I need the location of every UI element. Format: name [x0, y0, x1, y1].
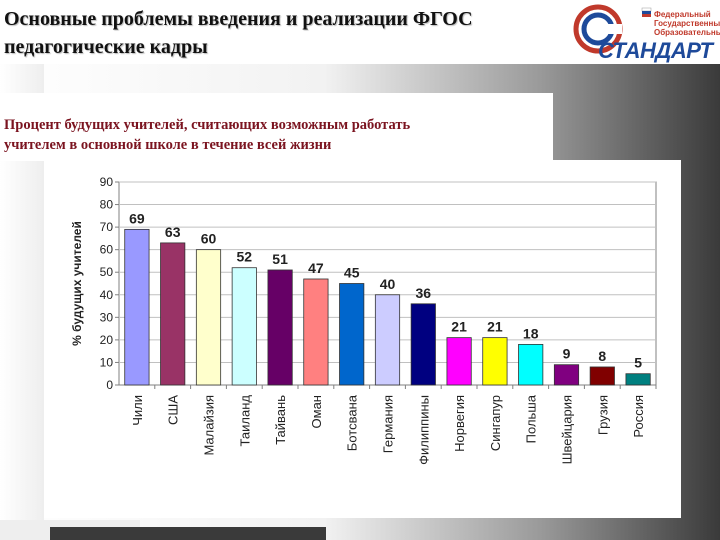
bar	[124, 228, 150, 386]
chart-panel: 0 10 20 30 40 50 60 70 80 90 % будущих учителей 69 Ч…	[44, 160, 681, 518]
fgos-logo: Федеральный Государственный Образователь…	[570, 2, 720, 64]
logo-line3: Образовательный	[654, 28, 720, 37]
data-label: 18	[523, 325, 539, 341]
logo-text: Федеральный Государственный Образователь…	[654, 10, 720, 37]
slide-title-line2: педагогические кадры	[4, 36, 208, 58]
y-tick-label: 90	[100, 175, 114, 189]
y-tick-label: 60	[100, 243, 114, 257]
bar	[231, 267, 257, 386]
fgos-emblem-icon	[573, 4, 652, 54]
data-label: 51	[272, 251, 288, 267]
data-label: 60	[201, 231, 217, 247]
category-label: Ботсвана	[345, 394, 360, 451]
y-tick-label: 10	[100, 355, 114, 369]
category-label: Норвегия	[452, 395, 467, 452]
bar	[303, 278, 329, 386]
background-bottom-bar	[50, 527, 326, 540]
data-label: 9	[563, 346, 571, 362]
y-tick-label: 80	[100, 198, 114, 212]
category-label: Таиланд	[237, 395, 252, 447]
bar	[589, 366, 615, 386]
category-label: Россия	[631, 395, 646, 438]
data-label: 45	[344, 265, 360, 281]
category-label: Польша	[524, 394, 539, 443]
data-label: 21	[487, 319, 503, 335]
slide-title-line1: Основные проблемы введения и реализации …	[4, 8, 473, 30]
category-label: США	[166, 395, 181, 425]
data-label: 8	[598, 348, 606, 364]
logo-word: СТАНДАРТ	[598, 38, 713, 63]
y-tick-label: 70	[100, 220, 114, 234]
category-label: Оман	[309, 395, 324, 428]
bar	[374, 294, 401, 386]
category-label: Швейцария	[560, 395, 575, 464]
logo-line2: Государственный	[654, 19, 720, 28]
category-label: Грузия	[595, 395, 610, 435]
bar	[339, 283, 365, 386]
data-label: 69	[129, 210, 145, 226]
y-tick-label: 50	[100, 265, 114, 279]
bar	[267, 269, 293, 386]
bar	[446, 337, 472, 386]
data-label: 52	[237, 249, 253, 265]
slide-title: Основные проблемы введения и реализации …	[4, 5, 574, 61]
bar	[195, 249, 222, 386]
chart-subtitle: Процент будущих учителей, считающих возм…	[4, 115, 549, 155]
y-tick-label: 0	[106, 378, 113, 392]
y-axis-label: % будущих учителей	[70, 221, 84, 346]
data-label: 5	[634, 355, 642, 371]
category-label: Малайзия	[202, 395, 217, 456]
chart-subtitle-line1: Процент будущих учителей, считающих возм…	[4, 117, 411, 133]
data-label: 40	[380, 276, 396, 292]
category-label: Тайвань	[273, 395, 288, 445]
data-label: 36	[416, 285, 432, 301]
bar	[482, 337, 508, 386]
bar	[410, 303, 436, 386]
bar	[553, 364, 580, 386]
y-tick-label: 30	[100, 310, 114, 324]
bar	[160, 242, 186, 386]
category-label: Сингапур	[488, 395, 503, 451]
category-label: Чили	[130, 395, 145, 426]
data-label: 63	[165, 224, 181, 240]
bar	[625, 373, 651, 386]
chart-subtitle-line2: учителем в основной школе в течение всей…	[4, 137, 332, 153]
category-label: Германия	[381, 395, 396, 453]
y-tick-label: 40	[100, 288, 114, 302]
bar-chart: 0 10 20 30 40 50 60 70 80 90 % будущих учителей 69 Ч…	[70, 175, 657, 465]
category-label: Филиппины	[416, 395, 431, 465]
data-label: 47	[308, 260, 324, 276]
data-label: 21	[451, 319, 467, 335]
logo-line1: Федеральный	[654, 10, 711, 19]
bar	[518, 343, 544, 386]
y-tick-label: 20	[100, 333, 114, 347]
subtitle-box: Процент будущих учителей, считающих возм…	[0, 93, 553, 161]
